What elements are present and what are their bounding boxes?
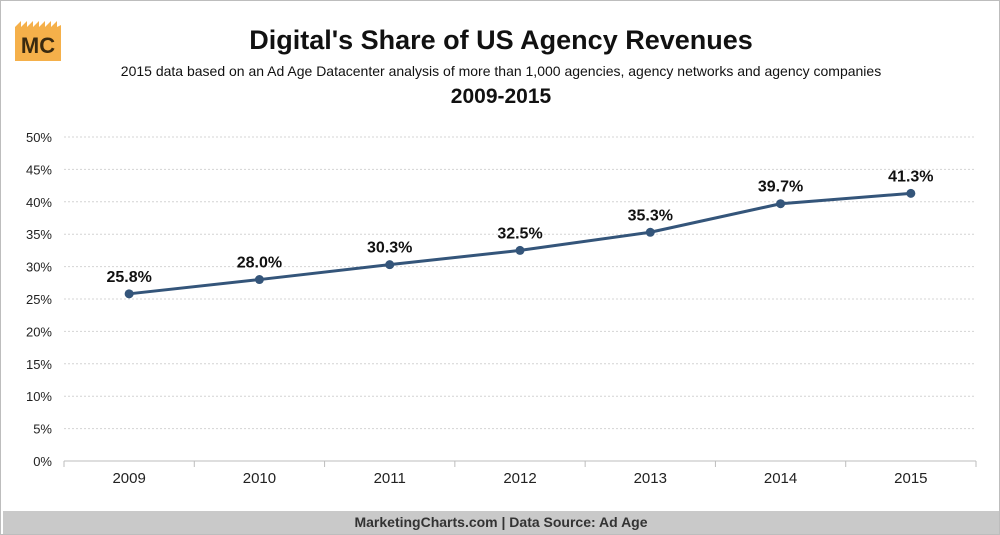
series	[124, 188, 916, 299]
chart-title: Digital's Share of US Agency Revenues	[249, 25, 753, 55]
chart-subtitle: 2015 data based on an Ad Age Datacenter …	[120, 63, 882, 79]
marketingcharts-logo: MC	[15, 21, 61, 61]
data-label: 25.8%	[106, 269, 151, 286]
x-tick-label: 2015	[894, 470, 927, 487]
data-point	[124, 289, 134, 299]
logo-text: MC	[21, 33, 55, 58]
x-tick-label: 2011	[374, 470, 406, 487]
data-label: 32.5%	[497, 225, 542, 242]
data-label: 41.3%	[888, 168, 933, 185]
data-point	[645, 227, 655, 237]
data-label: 28.0%	[237, 255, 282, 272]
data-point	[385, 260, 395, 270]
series-line	[128, 191, 911, 296]
y-tick-label: 30%	[26, 260, 52, 275]
y-tick-label: 5%	[33, 422, 52, 437]
x-tick-label: 2010	[243, 470, 276, 487]
y-tick-label: 10%	[26, 389, 52, 404]
y-tick-label: 0%	[33, 454, 52, 469]
y-tick-label: 15%	[26, 357, 52, 372]
chart-year-range: 2009-2015	[450, 85, 552, 108]
y-axis: 0% 5% 10% 15% 20% 25% 30% 35% 40% 45% 50%	[26, 130, 52, 469]
y-tick-label: 25%	[26, 292, 52, 307]
data-label: 39.7%	[758, 179, 803, 196]
data-label: 30.3%	[367, 240, 412, 257]
y-tick-label: 35%	[26, 227, 52, 242]
data-labels: 25.8% 28.0% 30.3% 32.5% 35.3% 39.7% 41.3%	[106, 168, 933, 285]
y-tick-label: 20%	[26, 324, 52, 339]
x-tick-label: 2013	[634, 470, 667, 487]
data-label: 35.3%	[628, 207, 673, 224]
logo-badge-shape	[15, 21, 61, 61]
x-tick-label: 2012	[503, 470, 536, 487]
y-tick-label: 45%	[26, 162, 52, 177]
data-point	[515, 245, 525, 255]
x-axis: 2009 2010 2011 2012 2013 2014 2015	[63, 460, 977, 487]
y-tick-label: 50%	[26, 130, 52, 145]
data-point	[254, 275, 264, 285]
data-point	[776, 199, 786, 209]
data-point	[906, 188, 916, 198]
source-footer: MarketingCharts.com | Data Source: Ad Ag…	[3, 511, 999, 534]
y-tick-label: 40%	[26, 195, 52, 210]
line-chart: 0% 5% 10% 15% 20% 25% 30% 35% 40% 45% 50% 2009 2010…	[26, 130, 977, 487]
gridlines	[64, 136, 976, 430]
x-tick-label: 2014	[764, 470, 797, 487]
x-tick-label: 2009	[112, 470, 145, 487]
